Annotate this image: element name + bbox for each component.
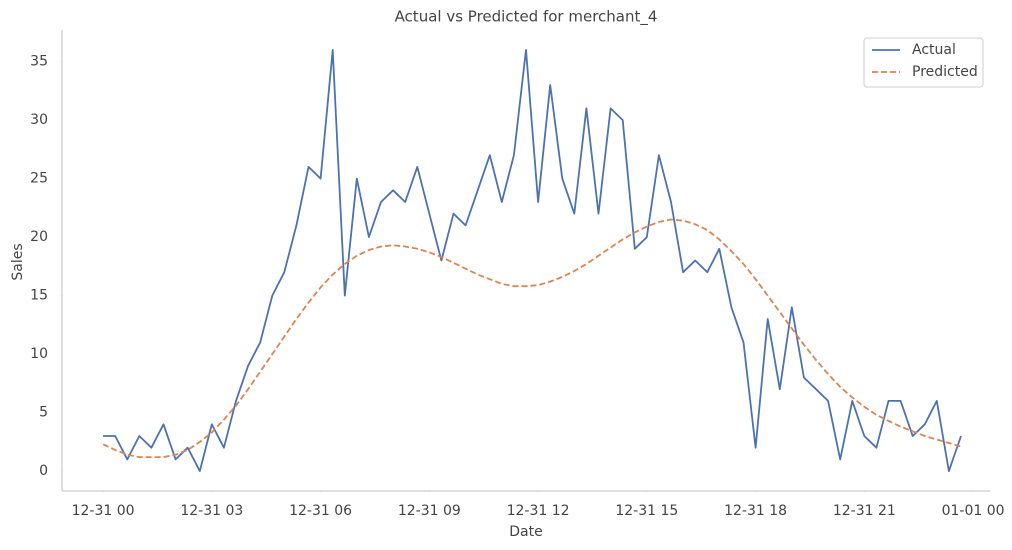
y-tick-label: 10 (30, 346, 48, 362)
y-tick-label: 15 (30, 288, 48, 304)
data-line (103, 49, 962, 472)
y-tick-label: 20 (30, 229, 48, 245)
legend-label: Actual (912, 42, 956, 58)
x-tick-label: 01-01 00 (942, 503, 1005, 519)
chart-title: Actual vs Predicted for merchant_4 (395, 8, 658, 27)
x-tick-label: 12-31 00 (72, 503, 135, 519)
y-tick-label: 5 (39, 405, 48, 421)
y-axis-label: Sales (10, 243, 26, 280)
x-tick-label: 12-31 21 (833, 503, 896, 519)
y-tick-label: 35 (30, 54, 48, 70)
x-tick-label: 12-31 12 (507, 503, 570, 519)
y-tick-label: 0 (39, 463, 48, 479)
x-tick-label: 12-31 15 (615, 503, 678, 519)
y-tick-label: 25 (30, 171, 48, 187)
x-tick-label: 12-31 06 (289, 503, 352, 519)
x-tick-label: 12-31 09 (398, 503, 461, 519)
data-line (102, 218, 962, 458)
y-tick-label: 30 (30, 112, 48, 128)
x-tick-label: 12-31 18 (724, 503, 787, 519)
x-tick-label: 12-31 03 (180, 503, 243, 519)
legend-label: Predicted (912, 64, 978, 80)
x-axis-label: Date (509, 524, 542, 540)
